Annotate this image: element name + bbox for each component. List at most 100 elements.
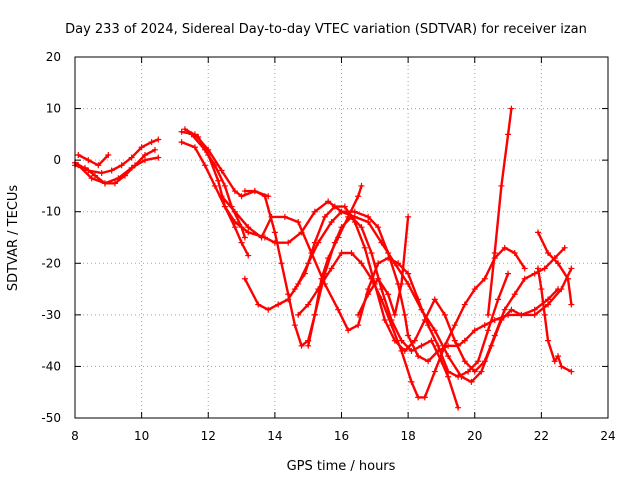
series-points-12 (291, 203, 568, 375)
data-point (215, 177, 222, 184)
data-point (75, 151, 82, 158)
data-point (245, 229, 252, 236)
data-point (545, 249, 552, 256)
data-point (555, 286, 562, 293)
data-point (331, 239, 338, 246)
data-point (291, 322, 298, 329)
data-point (471, 286, 478, 293)
data-point (555, 260, 562, 267)
data-point (438, 358, 445, 365)
series-points-16 (485, 105, 515, 318)
data-point (491, 249, 498, 256)
x-tick-label: 12 (201, 429, 216, 443)
data-point (481, 275, 488, 282)
data-point (305, 301, 312, 308)
data-point (505, 131, 512, 138)
x-tick-label: 16 (334, 429, 349, 443)
data-point (508, 105, 515, 112)
series-line-9 (220, 195, 510, 378)
data-point (241, 188, 248, 195)
data-point (98, 170, 105, 177)
data-point (518, 311, 525, 318)
data-point (358, 182, 365, 189)
series-points-17 (535, 229, 575, 308)
data-point (471, 327, 478, 334)
data-point (395, 260, 402, 267)
data-point (231, 219, 238, 226)
data-point (375, 224, 382, 231)
data-point (428, 337, 435, 344)
data-point (461, 337, 468, 344)
data-point (378, 296, 385, 303)
data-point (195, 133, 202, 140)
data-point (295, 219, 302, 226)
data-point (211, 162, 218, 169)
data-point (455, 373, 462, 380)
data-point (565, 275, 572, 282)
data-point (455, 404, 462, 411)
data-point (311, 208, 318, 215)
data-point (415, 353, 422, 360)
y-tick-label: -50 (41, 411, 61, 425)
data-point (138, 144, 145, 151)
data-point (441, 311, 448, 318)
data-point (521, 275, 528, 282)
data-point (431, 327, 438, 334)
grid (75, 57, 608, 418)
data-point (425, 358, 432, 365)
data-point (541, 265, 548, 272)
data-point (311, 239, 318, 246)
y-tick-label: 20 (46, 50, 61, 64)
y-tick-label: -30 (41, 308, 61, 322)
data-point (568, 368, 575, 375)
x-tick-label: 14 (267, 429, 282, 443)
data-point (191, 144, 198, 151)
data-point (348, 249, 355, 256)
data-point (368, 249, 375, 256)
data-point (241, 275, 248, 282)
data-point (545, 301, 552, 308)
data-point (178, 139, 185, 146)
data-point (505, 270, 512, 277)
data-point (398, 347, 405, 354)
data-point (398, 337, 405, 344)
data-point (541, 311, 548, 318)
data-point (358, 260, 365, 267)
data-point (501, 244, 508, 251)
y-tick-label: 10 (46, 102, 61, 116)
data-point (295, 311, 302, 318)
data-point (328, 265, 335, 272)
data-point (148, 139, 155, 146)
data-point (501, 306, 508, 313)
data-point (388, 317, 395, 324)
data-point (385, 249, 392, 256)
data-point (485, 327, 492, 334)
data-point (555, 353, 562, 360)
data-point (475, 358, 482, 365)
data-point (218, 193, 225, 200)
data-point (461, 301, 468, 308)
data-point (365, 291, 372, 298)
data-point (311, 311, 318, 318)
data-point (241, 234, 248, 241)
data-point (258, 234, 265, 241)
x-tick-label: 20 (467, 429, 482, 443)
data-point (381, 317, 388, 324)
data-point (271, 229, 278, 236)
data-point (505, 311, 512, 318)
data-point (255, 301, 262, 308)
data-point (91, 172, 98, 179)
data-point (221, 203, 228, 210)
data-point (115, 175, 122, 182)
data-point (441, 342, 448, 349)
data-point (508, 306, 515, 313)
data-point (231, 208, 238, 215)
data-point (301, 270, 308, 277)
data-point (231, 224, 238, 231)
data-point (155, 136, 162, 143)
data-point (238, 193, 245, 200)
series-points-2 (72, 136, 162, 177)
y-tick-label: 0 (53, 153, 61, 167)
data-point (85, 157, 92, 164)
